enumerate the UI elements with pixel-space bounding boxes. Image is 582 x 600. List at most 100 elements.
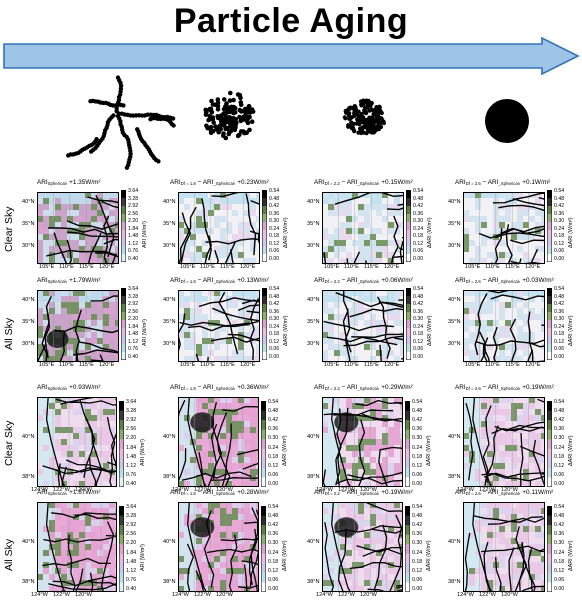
california-map	[322, 502, 403, 592]
colorbar-absolute	[121, 288, 126, 360]
lat-tick-label: 40°N	[307, 199, 320, 205]
colorbar-tick: 0.54	[554, 188, 565, 194]
colorbar-tick: 3.64	[128, 286, 139, 292]
california-map	[463, 502, 545, 592]
colorbar-tick: 0.42	[413, 203, 424, 210]
colorbar-tick: 0.24	[412, 549, 423, 556]
colorbar-tick: 0.30	[413, 316, 424, 323]
colorbar-tick: 0.12	[554, 567, 565, 574]
colorbar-tick: 0.24	[269, 323, 280, 330]
lat-tick-label: 38°N	[22, 474, 35, 480]
panel-title-minus: − ARI	[195, 179, 214, 186]
lat-tick-label: 40°N	[448, 199, 461, 205]
colorbar-tick: 0.12	[554, 338, 565, 345]
colorbar-tick: 0.18	[412, 558, 423, 565]
panel-title: ARIDf = 2.6 − ARI_Spherical, +0.19W/m²	[455, 384, 554, 391]
colorbar-unit-label: ΔARI (W/m²)	[568, 540, 574, 571]
colorbar-tick: 0.36	[554, 308, 565, 315]
colorbar-tick: 0.48	[554, 513, 565, 520]
panel-title-ari: ARI	[37, 179, 48, 186]
colorbar-tick: 0.18	[413, 331, 424, 338]
colorbar-tick: 0.36	[269, 210, 280, 217]
lon-tick-label: 105°E	[324, 362, 340, 368]
colorbar-tick: 0.12	[269, 240, 280, 247]
colorbar-tick: 0.40	[126, 481, 137, 487]
colorbar-tick: 0.24	[554, 549, 565, 556]
lat-tick-label: 30°N	[448, 341, 461, 347]
china-map	[463, 192, 545, 264]
panel-title: ARISpherical, +1.79W/m²	[37, 277, 101, 284]
row-label: Clear Sky	[3, 206, 15, 252]
panel-title-sub: Df = 2.2	[324, 279, 340, 284]
colorbar-tick: 2.92	[126, 417, 137, 424]
lat-tick-label: 40°N	[163, 199, 176, 205]
lon-tick-label: 120°W	[501, 592, 518, 598]
colorbar-tick: 0.76	[126, 471, 137, 478]
panel-title-minus: − ARI	[339, 384, 358, 391]
colorbar-tick: 0.00	[413, 256, 424, 262]
colorbar-tick: 0.48	[412, 513, 423, 520]
california-map	[37, 502, 117, 592]
panel-title-minus: − ARI	[339, 277, 358, 284]
china-map	[178, 290, 260, 362]
colorbar-tick: 2.56	[128, 210, 139, 217]
lat-tick-label: 38°N	[163, 474, 176, 480]
lat-tick-label: 35°N	[307, 319, 320, 325]
panel-title-sub2: _Spherical	[357, 181, 378, 186]
panel-title: ARIDf = 1.8 − ARI_Spherical, +0.36W/m²	[170, 384, 269, 391]
lon-tick-label: 120°W	[216, 487, 233, 493]
lat-tick-label: 40°N	[22, 199, 35, 205]
lon-tick-label: 122°W	[338, 487, 355, 493]
panel-title-minus: − ARI	[195, 384, 214, 391]
lon-tick-label: 110°E	[200, 362, 215, 368]
colorbar-tick: 1.48	[128, 331, 139, 338]
colorbar-tick: 0.00	[412, 481, 423, 487]
lon-tick-label: 110°E	[59, 264, 74, 270]
lon-tick-label: 115°E	[79, 264, 94, 270]
colorbar-tick: 1.84	[128, 323, 139, 330]
lat-tick-label: 30°N	[163, 341, 176, 347]
colorbar-difference	[405, 506, 410, 592]
lat-tick-label: 35°N	[448, 319, 461, 325]
panel-title-minus: − ARI	[195, 277, 214, 284]
colorbar-tick: 0.00	[268, 586, 279, 592]
panel-title-minus: − ARI	[339, 489, 358, 496]
panel-title-ari: ARI	[455, 384, 466, 391]
lon-tick-label: 122°W	[479, 487, 496, 493]
lon-tick-label: 124°W	[316, 487, 333, 493]
panel-title: ARISpherical, +1.67W/m²	[37, 489, 101, 496]
colorbar-tick: 0.48	[554, 408, 565, 415]
colorbar-tick: 0.18	[269, 331, 280, 338]
lat-tick-label: 40°N	[448, 297, 461, 303]
panel-title-ari: ARI	[314, 277, 325, 284]
colorbar-tick: 0.54	[269, 188, 280, 194]
colorbar-tick: 0.24	[413, 323, 424, 330]
row-label: All Sky	[3, 317, 15, 350]
panel-title: ARISpherical, +1.35W/m²	[37, 179, 101, 186]
lat-tick-label: 30°N	[448, 243, 461, 249]
lon-tick-label: 110°E	[59, 362, 74, 368]
panel-title-minus: − ARI	[480, 277, 499, 284]
lat-tick-label: 40°N	[307, 297, 320, 303]
colorbar-tick: 0.06	[268, 471, 279, 478]
particle-fractal-2-2	[342, 98, 386, 136]
lon-tick-label: 120°E	[99, 362, 115, 368]
panel-title-sub: Spherical	[47, 279, 66, 284]
colorbar-tick: 0.24	[268, 549, 279, 556]
lon-tick-label: 110°E	[344, 264, 359, 270]
panel-title-ari: ARI	[170, 489, 181, 496]
panel-title: ARIDf = 2.6 − ARI_Spherical, +0.11W/m²	[455, 489, 553, 496]
colorbar-tick: 0.42	[554, 522, 565, 529]
colorbar-tick: 0.00	[554, 586, 565, 592]
lat-tick-label: 38°N	[448, 579, 461, 585]
california-map	[37, 397, 117, 487]
row-label: Clear Sky	[3, 420, 15, 466]
colorbar-tick: 0.36	[412, 531, 423, 538]
colorbar-tick: 0.00	[412, 586, 423, 592]
panel-title-sub: Spherical	[47, 386, 66, 391]
colorbar-unit-label: ARI (W/m²)	[142, 221, 148, 248]
panel-title-ari: ARI	[37, 384, 48, 391]
panel-title-ari: ARI	[37, 489, 48, 496]
lat-tick-label: 38°N	[307, 474, 320, 480]
colorbar-tick: 0.54	[412, 504, 423, 510]
